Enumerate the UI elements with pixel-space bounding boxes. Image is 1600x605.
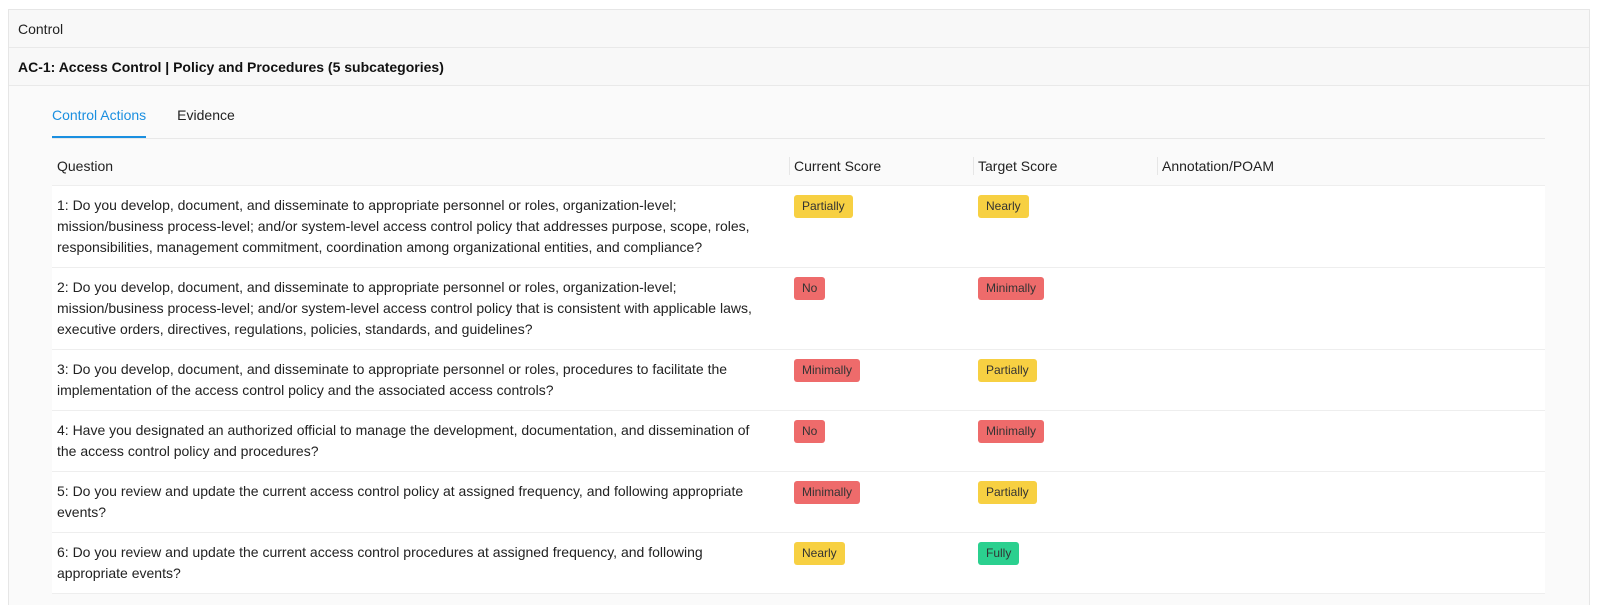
target-score-badge[interactable]: Nearly [978, 194, 1029, 218]
target-score-badge[interactable]: Partially [978, 358, 1037, 382]
table-row: 4: Have you designated an authorized off… [52, 410, 1545, 472]
target-score-cell: Partially [973, 349, 1157, 411]
annotation-cell[interactable] [1157, 185, 1545, 268]
question-cell: 1: Do you develop, document, and dissemi… [52, 185, 789, 268]
current-score-badge[interactable]: Minimally [794, 358, 861, 382]
question-cell: 6: Do you review and update the current … [52, 532, 789, 594]
current-score-cell: No [789, 410, 973, 472]
table-row: 1: Do you develop, document, and dissemi… [52, 185, 1545, 268]
current-score-cell: Nearly [789, 532, 973, 594]
target-score-badge[interactable]: Fully [978, 541, 1020, 565]
control-actions-table: Question Current Score Target Score Anno… [52, 147, 1545, 594]
table-row: 2: Do you develop, document, and dissemi… [52, 267, 1545, 350]
current-score-badge[interactable]: Minimally [794, 480, 861, 504]
current-score-cell: No [789, 267, 973, 350]
annotation-cell[interactable] [1157, 267, 1545, 350]
column-header-target-score: Target Score [973, 147, 1157, 186]
question-cell: 2: Do you develop, document, and dissemi… [52, 267, 789, 350]
tab-bar: Control Actions Evidence [52, 87, 1545, 139]
current-score-cell: Minimally [789, 349, 973, 411]
tab-evidence[interactable]: Evidence [177, 87, 235, 138]
current-score-badge[interactable]: No [794, 419, 826, 443]
target-score-cell: Fully [973, 532, 1157, 594]
table-row: 5: Do you review and update the current … [52, 471, 1545, 533]
target-score-cell: Minimally [973, 410, 1157, 472]
current-score-badge[interactable]: No [794, 276, 826, 300]
control-panel: Control AC-1: Access Control | Policy an… [8, 9, 1590, 605]
tab-label: Control Actions [52, 106, 147, 123]
current-score-cell: Minimally [789, 471, 973, 533]
current-score-badge[interactable]: Partially [794, 194, 853, 218]
table-header-row: Question Current Score Target Score Anno… [52, 147, 1545, 186]
target-score-cell: Minimally [973, 267, 1157, 350]
annotation-cell[interactable] [1157, 471, 1545, 533]
question-cell: 5: Do you review and update the current … [52, 471, 789, 533]
target-score-badge[interactable]: Minimally [978, 419, 1045, 443]
column-header-question: Question [52, 147, 789, 186]
target-score-cell: Nearly [973, 185, 1157, 268]
annotation-cell[interactable] [1157, 410, 1545, 472]
panel-header: Control [9, 10, 1589, 48]
annotation-cell[interactable] [1157, 349, 1545, 411]
control-title: AC-1: Access Control | Policy and Proced… [18, 58, 444, 75]
target-score-badge[interactable]: Minimally [978, 276, 1045, 300]
tab-control-actions[interactable]: Control Actions [52, 87, 147, 138]
control-detail-panel: Control Actions Evidence Question Curren… [9, 87, 1589, 605]
annotation-cell[interactable] [1157, 532, 1545, 594]
question-cell: 4: Have you designated an authorized off… [52, 410, 789, 472]
question-cell: 3: Do you develop, document, and dissemi… [52, 349, 789, 411]
table-row: 6: Do you review and update the current … [52, 532, 1545, 594]
tab-label: Evidence [177, 106, 235, 123]
column-header-annotation: Annotation/POAM [1157, 147, 1545, 186]
table-row: 3: Do you develop, document, and dissemi… [52, 349, 1545, 411]
panel-title: Control [18, 20, 64, 37]
current-score-badge[interactable]: Nearly [794, 541, 845, 565]
target-score-cell: Partially [973, 471, 1157, 533]
target-score-badge[interactable]: Partially [978, 480, 1037, 504]
current-score-cell: Partially [789, 185, 973, 268]
control-header[interactable]: AC-1: Access Control | Policy and Proced… [9, 48, 1589, 86]
column-header-current-score: Current Score [789, 147, 973, 186]
